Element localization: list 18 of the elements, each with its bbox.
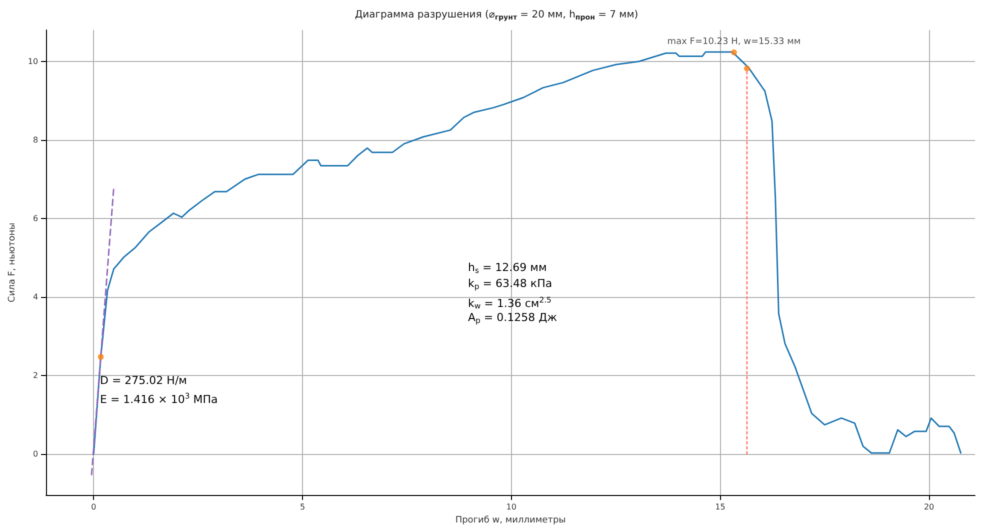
y-tick-label: 0: [32, 449, 38, 458]
point: [98, 354, 104, 360]
point: [744, 65, 750, 72]
annotation: D = 275.02 Н/м: [100, 374, 187, 387]
x-tick-label: 10: [506, 502, 516, 512]
x-tick-label: 5: [300, 502, 306, 512]
x-axis-title: Прогиб w, миллиметры: [455, 515, 566, 526]
y-tick-label: 4: [32, 292, 38, 302]
x-tick-label: 0: [91, 502, 96, 512]
x-tick-label: 20: [924, 502, 934, 512]
y-tick-label: 10: [28, 56, 38, 66]
x-tick-label: 15: [715, 502, 726, 512]
y-axis-title: Сила F, ньютоны: [8, 222, 18, 302]
point: [731, 49, 737, 56]
y-tick-label: 6: [32, 214, 38, 223]
y-tick-label: 2: [32, 370, 38, 380]
annotation: max F=10.23 Н, w=15.33 мм: [667, 36, 801, 47]
y-tick-label: 8: [32, 135, 38, 144]
